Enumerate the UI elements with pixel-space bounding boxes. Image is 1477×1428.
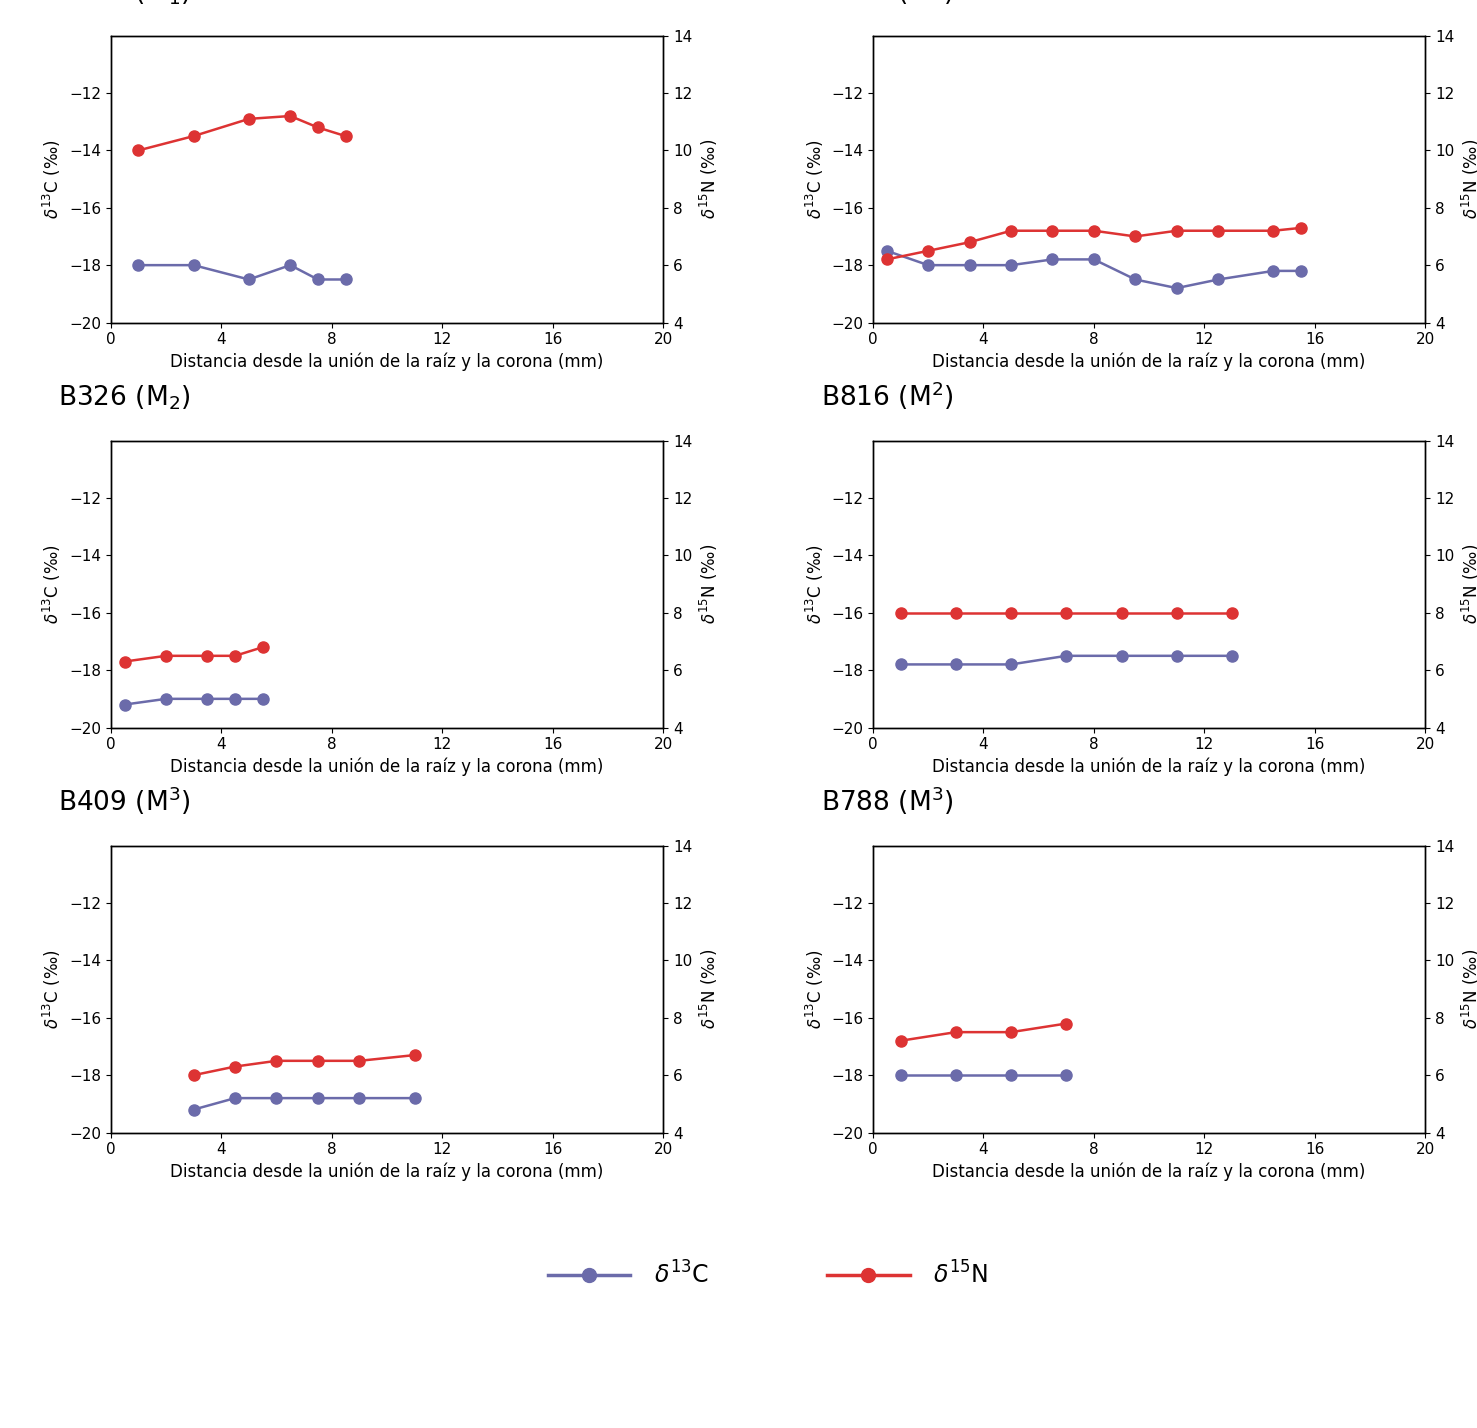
X-axis label: Distancia desde la unión de la raíz y la corona (mm): Distancia desde la unión de la raíz y la… <box>932 758 1366 777</box>
Legend: $\delta^{13}$C, $\delta^{15}$N: $\delta^{13}$C, $\delta^{15}$N <box>538 1252 998 1298</box>
Y-axis label: $\delta^{15}$N (‰): $\delta^{15}$N (‰) <box>697 950 719 1030</box>
X-axis label: Distancia desde la unión de la raíz y la corona (mm): Distancia desde la unión de la raíz y la… <box>932 353 1366 371</box>
Text: B327 (M$^{1}$): B327 (M$^{1}$) <box>821 0 953 7</box>
Y-axis label: $\delta^{13}$C (‰): $\delta^{13}$C (‰) <box>41 140 64 218</box>
Y-axis label: $\delta^{15}$N (‰): $\delta^{15}$N (‰) <box>697 544 719 624</box>
Text: B816 (M$^{2}$): B816 (M$^{2}$) <box>821 380 953 413</box>
Text: B788 (M$^{3}$): B788 (M$^{3}$) <box>821 784 953 817</box>
Text: B409 (M$^{3}$): B409 (M$^{3}$) <box>58 784 191 817</box>
Y-axis label: $\delta^{13}$C (‰): $\delta^{13}$C (‰) <box>803 140 826 218</box>
Y-axis label: $\delta^{13}$C (‰): $\delta^{13}$C (‰) <box>803 950 826 1028</box>
Y-axis label: $\delta^{13}$C (‰): $\delta^{13}$C (‰) <box>41 544 64 624</box>
Y-axis label: $\delta^{13}$C (‰): $\delta^{13}$C (‰) <box>41 950 64 1028</box>
Y-axis label: $\delta^{13}$C (‰): $\delta^{13}$C (‰) <box>803 544 826 624</box>
X-axis label: Distancia desde la unión de la raíz y la corona (mm): Distancia desde la unión de la raíz y la… <box>932 1162 1366 1181</box>
Y-axis label: $\delta^{15}$N (‰): $\delta^{15}$N (‰) <box>1459 544 1477 624</box>
X-axis label: Distancia desde la unión de la raíz y la corona (mm): Distancia desde la unión de la raíz y la… <box>170 353 604 371</box>
Text: B326 (M$_{2}$): B326 (M$_{2}$) <box>58 384 191 413</box>
Text: B821 (M$_{1}$): B821 (M$_{1}$) <box>58 0 191 7</box>
X-axis label: Distancia desde la unión de la raíz y la corona (mm): Distancia desde la unión de la raíz y la… <box>170 758 604 777</box>
X-axis label: Distancia desde la unión de la raíz y la corona (mm): Distancia desde la unión de la raíz y la… <box>170 1162 604 1181</box>
Y-axis label: $\delta^{15}$N (‰): $\delta^{15}$N (‰) <box>1459 139 1477 220</box>
Y-axis label: $\delta^{15}$N (‰): $\delta^{15}$N (‰) <box>1459 950 1477 1030</box>
Y-axis label: $\delta^{15}$N (‰): $\delta^{15}$N (‰) <box>697 139 719 220</box>
